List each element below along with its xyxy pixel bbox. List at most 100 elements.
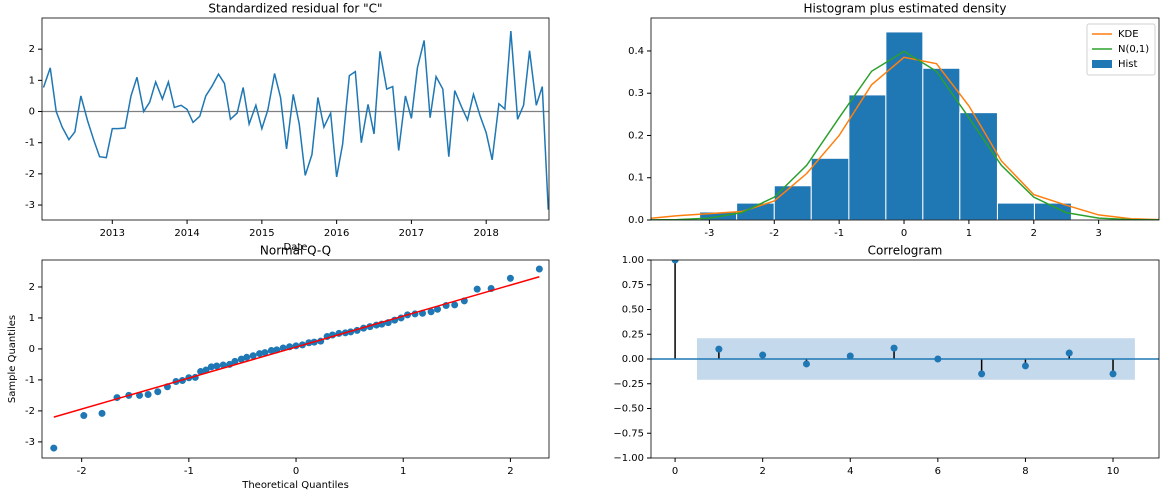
axes-frame [41,259,550,459]
y-tick-label: 0.4 [628,46,644,57]
y-axis-label: Sample Quantiles [7,315,18,403]
hist-bar [996,202,1035,220]
hist-bar [810,157,850,220]
y-tick-label: −0.75 [613,428,644,439]
fit-line [53,276,540,418]
x-tick-label: -1 [834,228,844,239]
x-tick-label: 2016 [324,228,349,239]
qq-point [197,368,205,376]
qq-point [451,301,459,309]
x-tick-label: 8 [1022,466,1028,477]
density-curve [651,56,1159,220]
qq-point [249,352,257,360]
x-tick-label: 0 [293,466,299,477]
hist-bar [885,31,924,220]
acf-marker [1065,349,1073,357]
chart-title: Normal Q-Q [260,244,331,258]
acf-marker [934,355,942,363]
qq-point [98,409,106,417]
y-tick-label: 0.3 [628,88,644,99]
qq-point [144,390,152,398]
hist-bar [922,67,961,220]
qq-point [243,353,251,361]
y-tick-label: 1.00 [622,255,644,266]
x-tick-label: 2015 [249,228,274,239]
y-tick-label: -2 [25,406,35,417]
y-tick-label: 0.2 [628,130,644,141]
hist-bar [848,94,887,220]
qq-point [207,363,215,371]
plot-area [651,31,1159,220]
qq-point [427,308,435,316]
x-tick-label: 2 [759,466,765,477]
acf-marker [890,344,898,352]
y-tick-label: 2 [29,282,35,293]
x-tick-label: 2013 [100,228,125,239]
qq-point [154,388,162,396]
qq-point [80,412,88,420]
legend-label: N(0,1) [1118,44,1149,55]
acf-marker [1109,370,1117,378]
y-tick-label: 2 [29,44,35,55]
qq-point [535,265,543,273]
y-tick-label: −0.50 [613,404,644,415]
y-tick-label: -1 [25,138,35,149]
hist-bar [1033,202,1072,220]
y-tick-label: 0.1 [628,173,644,184]
y-tick-label: 0.00 [622,354,644,365]
y-tick-label: 1 [29,75,35,86]
x-tick-label: -2 [77,466,87,477]
y-tick-label: −0.25 [613,379,644,390]
acf-marker [759,351,767,359]
x-tick-label: 2 [1031,228,1037,239]
x-tick-label: 2 [507,466,513,477]
x-tick-label: -2 [769,228,779,239]
qq-point [50,444,58,452]
qq-point [256,350,264,358]
x-tick-label: -3 [704,228,714,239]
legend-label: KDE [1118,29,1139,40]
x-axis-label: Date [284,242,308,253]
axes-frame [41,17,550,221]
qq-point [506,274,514,282]
legend-swatch [1092,60,1112,68]
chart-title: Histogram plus estimated density [804,2,1007,16]
legend-label: Hist [1118,59,1138,70]
x-tick-label: 4 [847,466,853,477]
x-tick-label: 1 [400,466,406,477]
qq-point [237,355,245,363]
y-tick-label: 0.25 [622,329,644,340]
x-tick-label: 2017 [399,228,424,239]
x-axis-label: Theoretical Quantiles [241,480,349,491]
y-tick-label: -2 [25,169,35,180]
x-tick-label: 1 [966,228,972,239]
y-tick-label: 0.0 [628,215,644,226]
axes-frame [650,259,1160,459]
plot-area [50,265,543,452]
acf-marker [671,260,679,264]
chart-title: Standardized residual for "C" [208,2,382,16]
y-tick-label: −1.00 [613,453,644,464]
acf-marker [978,370,986,378]
hist-bar [959,112,998,220]
qq-point [261,349,269,357]
x-tick-label: 10 [1107,466,1120,477]
plot-area [42,31,549,210]
x-tick-label: 0 [672,466,678,477]
qq-point [473,285,481,293]
acf-marker [715,345,723,353]
y-tick-label: -1 [25,375,35,386]
plot-area [651,260,1159,380]
qq-point [219,361,227,369]
chart-title: Correlogram [868,244,943,258]
qq-point [267,346,275,354]
y-tick-label: -3 [25,200,35,211]
y-tick-label: 0 [29,344,35,355]
qq-point [231,357,239,365]
axes-frame [650,17,1160,221]
y-tick-label: 0.75 [622,280,644,291]
acf-marker [846,352,854,360]
y-tick-label: 0 [29,107,35,118]
